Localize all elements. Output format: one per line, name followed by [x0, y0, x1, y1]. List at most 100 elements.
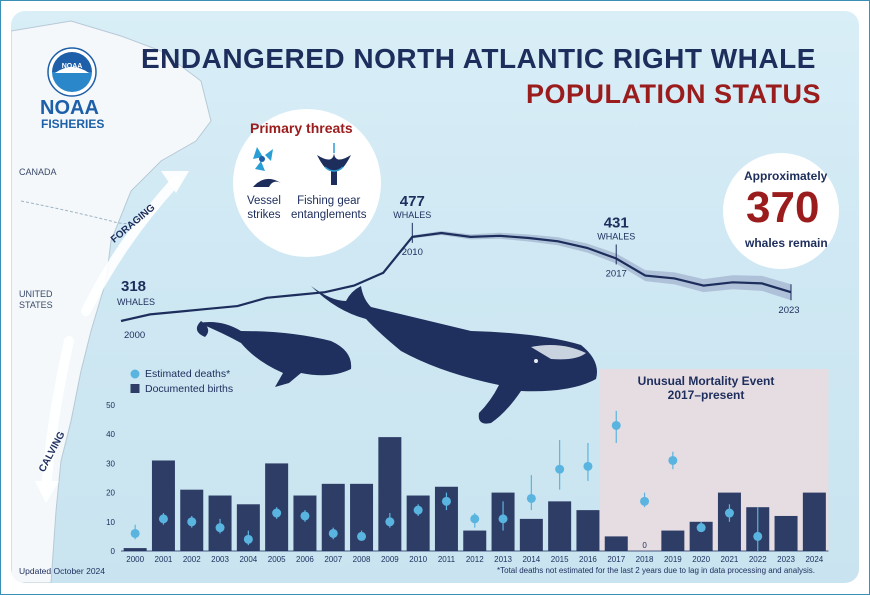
births-bar-2004: [236, 504, 260, 551]
births-bar-2019: [661, 530, 685, 551]
x-tick-label-2020: 2020: [692, 555, 710, 564]
calving-arrow: [41, 336, 74, 496]
vessel-line-2: strikes: [247, 209, 281, 221]
annotation-value-2017: 431: [604, 214, 629, 231]
deaths-point-2018: [640, 496, 650, 506]
x-tick-label-2001: 2001: [155, 555, 173, 564]
x-tick-label-2007: 2007: [324, 555, 342, 564]
annotation-value-2010: 477: [400, 193, 425, 210]
calf-whale-icon: [196, 321, 352, 387]
x-tick-label-2014: 2014: [522, 555, 540, 564]
foraging-arrowhead: [161, 171, 189, 193]
x-tick-label-2008: 2008: [353, 555, 371, 564]
x-tick-label-2000: 2000: [126, 555, 144, 564]
updated-date: Updated October 2024: [19, 566, 106, 576]
legend-deaths-marker: [130, 369, 140, 379]
vessel-line-1: Vessel: [247, 195, 281, 207]
x-tick-label-2004: 2004: [239, 555, 257, 564]
deaths-point-2009: [385, 517, 395, 527]
deaths-point-2003: [215, 523, 225, 533]
bar-value-label-2018: 0: [642, 541, 647, 550]
x-tick-label-2005: 2005: [268, 555, 286, 564]
logo-word: NOAA: [40, 97, 99, 119]
births-bar-2023: [774, 515, 798, 551]
x-tick-label-2002: 2002: [183, 555, 201, 564]
logo-subtitle: FISHERIES: [41, 117, 105, 131]
gear-line-1: Fishing gear: [297, 195, 361, 207]
deaths-point-2014: [526, 493, 536, 503]
deaths-point-2019: [668, 455, 678, 465]
annotation-value-2000: 318: [121, 278, 146, 295]
adult-whale-icon: [311, 286, 597, 424]
remaining-panel: [723, 153, 839, 269]
x-tick-label-2006: 2006: [296, 555, 314, 564]
legend-deaths-label: Estimated deaths*: [145, 368, 231, 380]
threats-title: Primary threats: [250, 120, 353, 136]
x-tick-label-2022: 2022: [749, 555, 767, 564]
annotation-year-2010: 2010: [402, 247, 423, 258]
births-bar-2020: [689, 521, 713, 551]
births-bar-2014: [519, 518, 543, 551]
map-label-states: STATES: [19, 300, 53, 310]
x-tick-label-2023: 2023: [777, 555, 795, 564]
births-bar-2024: [802, 492, 826, 551]
title-line-2: POPULATION STATUS: [526, 79, 821, 109]
ume-line-1: Unusual Mortality Event: [637, 374, 775, 388]
deaths-point-2006: [300, 511, 310, 521]
coastline-map: [11, 20, 212, 583]
births-bar-2011: [434, 486, 458, 551]
map-label-united: UNITED: [19, 289, 53, 299]
births-bar-2006: [293, 495, 317, 551]
remaining-approx: Approximately: [744, 169, 828, 183]
x-tick-label-2012: 2012: [466, 555, 484, 564]
births-bar-2001: [151, 460, 175, 551]
deaths-point-2022: [753, 531, 763, 541]
x-tick-label-2009: 2009: [381, 555, 399, 564]
deaths-point-2004: [243, 534, 253, 544]
y-tick-label: 30: [106, 459, 115, 468]
annotation-year-2000: 2000: [124, 330, 145, 341]
births-bar-2017: [604, 536, 628, 551]
map-label-canada: CANADA: [19, 167, 57, 177]
ume-line-2: 2017–present: [667, 388, 745, 402]
y-tick-label: 20: [106, 489, 115, 498]
deaths-point-2021: [724, 508, 734, 518]
births-bar-2000: [123, 548, 147, 551]
propeller-whale-icon: [253, 147, 281, 187]
births-bar-2012: [463, 530, 487, 551]
births-bar-2016: [576, 510, 600, 551]
annotation-year-2023: 2023: [778, 305, 799, 316]
births-bar-2009: [378, 437, 402, 551]
x-tick-label-2017: 2017: [607, 555, 625, 564]
x-tick-label-2016: 2016: [579, 555, 597, 564]
deaths-point-2013: [498, 514, 508, 524]
y-tick-label: 50: [106, 401, 115, 410]
legend-births-marker: [130, 384, 140, 393]
annotation-year-2017: 2017: [606, 268, 627, 279]
population-series-line: [120, 231, 792, 323]
emblem-text: NOAA: [62, 63, 83, 70]
annotation-unit-2000: WHALES: [117, 297, 155, 307]
remaining-count: 370: [746, 183, 820, 232]
land-mass: [11, 20, 212, 583]
deaths-point-2001: [158, 514, 168, 524]
x-tick-label-2018: 2018: [636, 555, 654, 564]
gear-line-2: entanglements: [291, 209, 367, 221]
calving-arrowhead: [35, 481, 59, 503]
legend-markers: [130, 369, 140, 393]
deaths-point-2007: [328, 528, 338, 538]
deaths-point-2005: [272, 508, 282, 518]
remaining-label: whales remain: [745, 236, 828, 250]
vessel-strikes-label: Vessel strikes: [247, 194, 281, 222]
deaths-point-2015: [555, 464, 565, 474]
border-line: [20, 200, 162, 224]
deaths-point-2012: [470, 514, 480, 524]
entanglement-label: Fishing gear entanglements: [291, 194, 366, 222]
deaths-point-2010: [413, 505, 423, 515]
y-tick-label: 10: [106, 518, 115, 527]
births-bar-2010: [406, 495, 430, 551]
legend-births-label: Documented births: [145, 383, 234, 395]
